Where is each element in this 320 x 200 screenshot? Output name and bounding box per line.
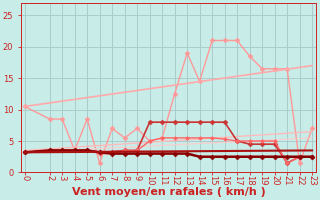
X-axis label: Vent moyen/en rafales ( km/h ): Vent moyen/en rafales ( km/h ) xyxy=(72,187,265,197)
